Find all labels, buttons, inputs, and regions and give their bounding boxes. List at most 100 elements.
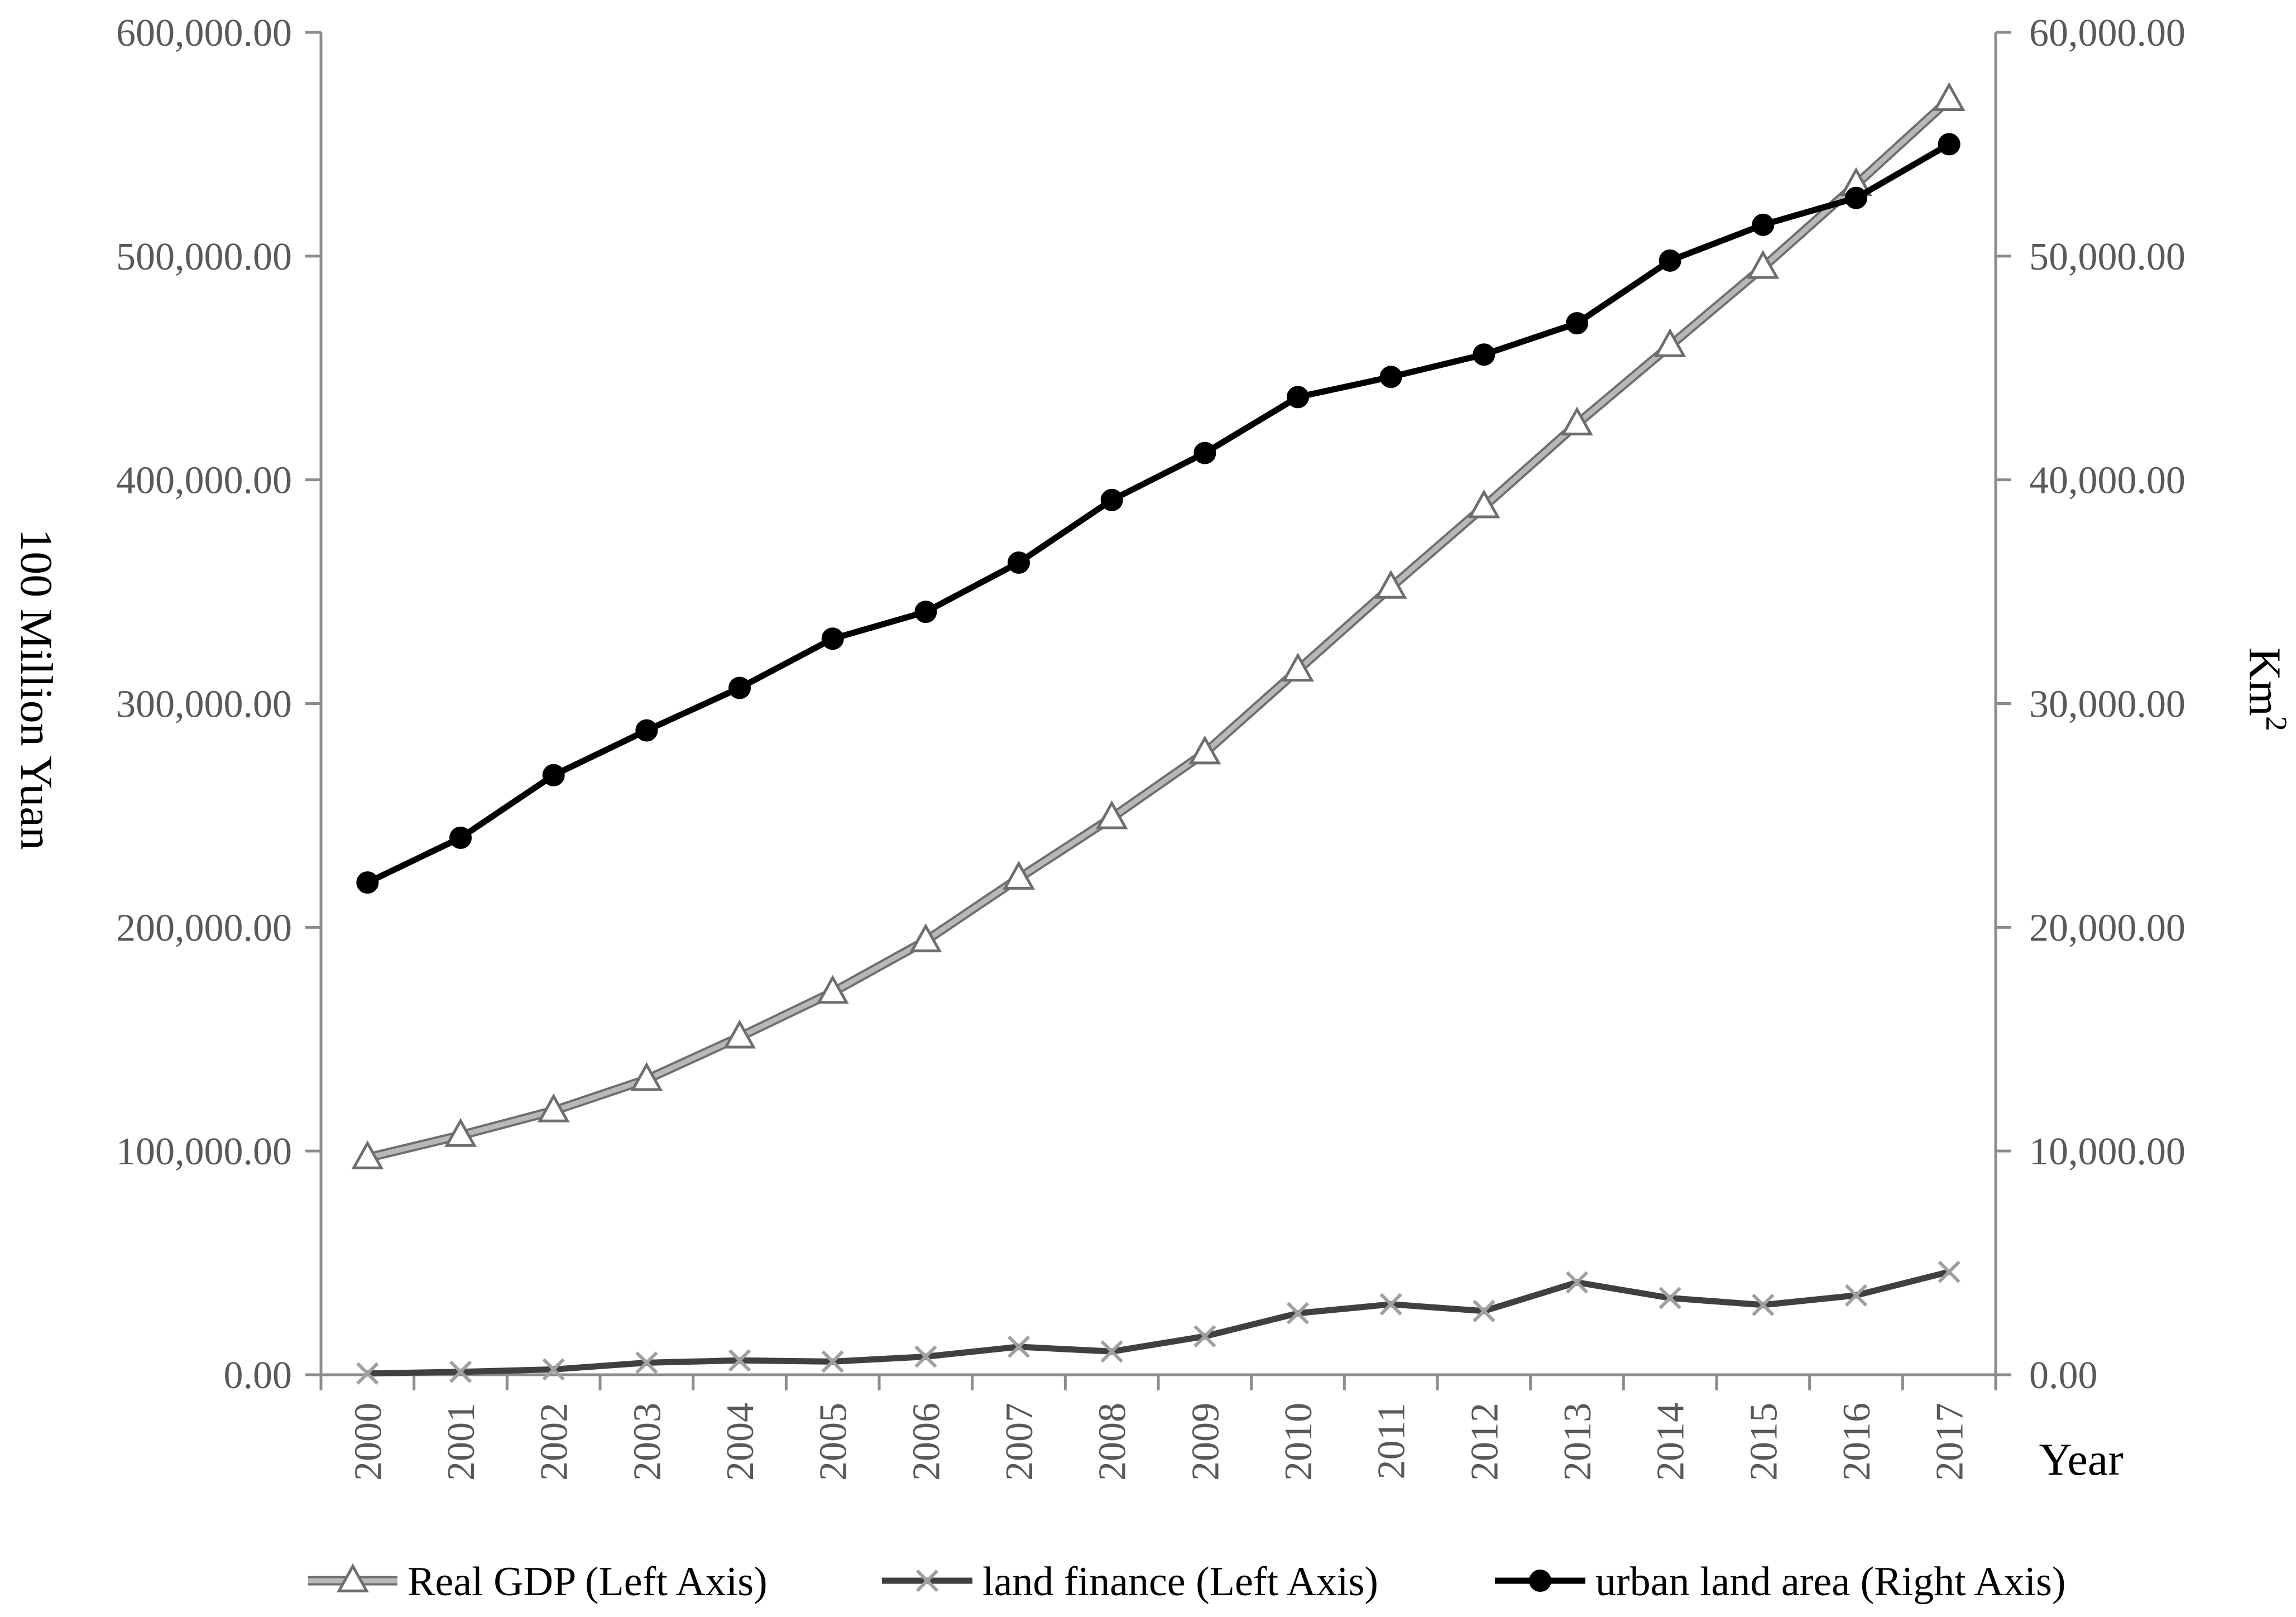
data-point (542, 1358, 565, 1381)
data-point (1100, 488, 1123, 511)
data-point (1003, 861, 1035, 890)
left-axis-tick-label: 400,000.00 (116, 459, 292, 502)
series-1 (351, 82, 1966, 1169)
series-3 (356, 133, 1961, 894)
legend: Real GDP (Left Axis) land finance (Left A… (308, 1559, 2066, 1605)
series-layer (351, 82, 1966, 1385)
x-axis-tick-label: 2007 (998, 1403, 1041, 1481)
legend-label: land finance (Left Axis) (982, 1559, 1378, 1605)
data-point (1561, 406, 1593, 436)
series-line (366, 141, 1951, 886)
x-axis-tick-label: 2015 (1742, 1403, 1785, 1481)
right-axis-tick-label: 20,000.00 (2029, 906, 2185, 949)
left-axis-tick-label: 0.00 (224, 1354, 293, 1397)
x-axis-tick-label: 2017 (1929, 1403, 1972, 1481)
right-axis-title-superscript: 2 (2260, 716, 2293, 731)
data-point (542, 764, 565, 786)
x-axis-ticks: 2000 2001 2002 2003 2004 2005 2006 2007 2008 2009… (319, 1375, 1997, 1481)
data-point (1747, 249, 1780, 279)
legend-marker (1529, 1570, 1551, 1592)
x-axis-tick-label: 2008 (1091, 1403, 1134, 1481)
x-axis-tick-label: 2000 (347, 1403, 390, 1481)
data-point (1566, 312, 1588, 335)
right-axis-tick-label: 0.00 (2029, 1354, 2098, 1397)
left-axis-tick-label: 300,000.00 (116, 683, 292, 726)
legend-marker (337, 1563, 369, 1592)
legend-marker (915, 1569, 939, 1592)
data-point (1565, 1271, 1589, 1294)
data-point (1659, 249, 1681, 272)
data-point (909, 923, 942, 953)
right-axis-tick-label: 30,000.00 (2029, 683, 2185, 726)
data-point (1933, 82, 1966, 111)
x-axis-tick-label: 2006 (905, 1403, 948, 1481)
data-point (1008, 551, 1030, 574)
data-point (1188, 735, 1221, 765)
left-axis-ticks: 0.00 100,000.00 200,000.00 300,000.00 400,00… (116, 12, 321, 1397)
x-axis-tick-label: 2003 (626, 1403, 669, 1481)
legend-label: urban land area (Right Axis) (1595, 1559, 2066, 1605)
data-point (1659, 1287, 1681, 1309)
data-point (537, 1093, 570, 1122)
data-point (1007, 1335, 1030, 1359)
x-axis-tick-label: 2009 (1184, 1403, 1227, 1481)
right-axis-tick-label: 40,000.00 (2029, 459, 2185, 502)
data-point (1100, 1340, 1123, 1363)
legend-label: Real GDP (Left Axis) (408, 1559, 768, 1605)
x-axis-tick-label: 2014 (1650, 1403, 1693, 1481)
data-point (356, 1362, 379, 1385)
x-axis-tick-label: 2013 (1556, 1403, 1599, 1481)
left-axis-tick-label: 100,000.00 (116, 1130, 292, 1173)
right-axis-tick-label: 10,000.00 (2029, 1130, 2185, 1173)
data-point (1379, 366, 1402, 388)
legend-item-1: Real GDP (Left Axis) (308, 1559, 768, 1605)
x-axis-title: Year (2039, 1434, 2123, 1485)
data-point (1844, 1284, 1868, 1307)
data-point (728, 1349, 751, 1372)
data-point (635, 719, 658, 742)
data-point (1938, 1260, 1961, 1283)
data-point (1287, 386, 1309, 409)
data-point (1473, 343, 1495, 366)
data-point (1286, 1302, 1310, 1325)
x-axis-tick-label: 2002 (533, 1403, 576, 1481)
data-point (444, 1117, 477, 1147)
data-point (816, 975, 849, 1004)
x-axis-tick-label: 2004 (719, 1403, 762, 1481)
left-axis-tick-label: 600,000.00 (116, 12, 292, 55)
data-point (635, 1351, 658, 1374)
data-point (449, 827, 472, 849)
data-point (1374, 569, 1407, 599)
left-axis-tick-label: 200,000.00 (116, 906, 292, 949)
data-point (356, 871, 379, 894)
data-point (1752, 213, 1775, 236)
data-point (630, 1062, 663, 1091)
data-point (914, 601, 937, 623)
series-line (367, 1269, 1950, 1377)
data-point (1752, 1293, 1775, 1317)
right-axis-title: Km2 (2240, 647, 2293, 731)
data-point (1845, 186, 1867, 209)
x-axis-tick-label: 2005 (812, 1403, 855, 1481)
data-point (1193, 1325, 1216, 1348)
data-point (821, 1350, 844, 1373)
x-axis-tick-label: 2010 (1277, 1403, 1320, 1481)
left-axis-title: 100 Million Yuan (11, 529, 62, 850)
x-axis-tick-label: 2016 (1835, 1403, 1878, 1481)
data-point (1193, 442, 1216, 464)
data-point (723, 1019, 756, 1049)
data-point (914, 1345, 937, 1368)
data-point (1379, 1293, 1402, 1316)
series-line-outline (366, 96, 1953, 1163)
legend-item-3: urban land area (Right Axis) (1495, 1559, 2066, 1605)
data-point (728, 676, 751, 699)
data-point (821, 627, 844, 650)
x-axis-tick-label: 2011 (1370, 1403, 1413, 1479)
data-point (351, 1140, 384, 1169)
x-axis-tick-label: 2012 (1463, 1403, 1506, 1481)
data-point (1468, 489, 1501, 519)
data-point (449, 1360, 472, 1383)
series-line (367, 97, 1951, 1160)
data-point (1095, 800, 1128, 829)
